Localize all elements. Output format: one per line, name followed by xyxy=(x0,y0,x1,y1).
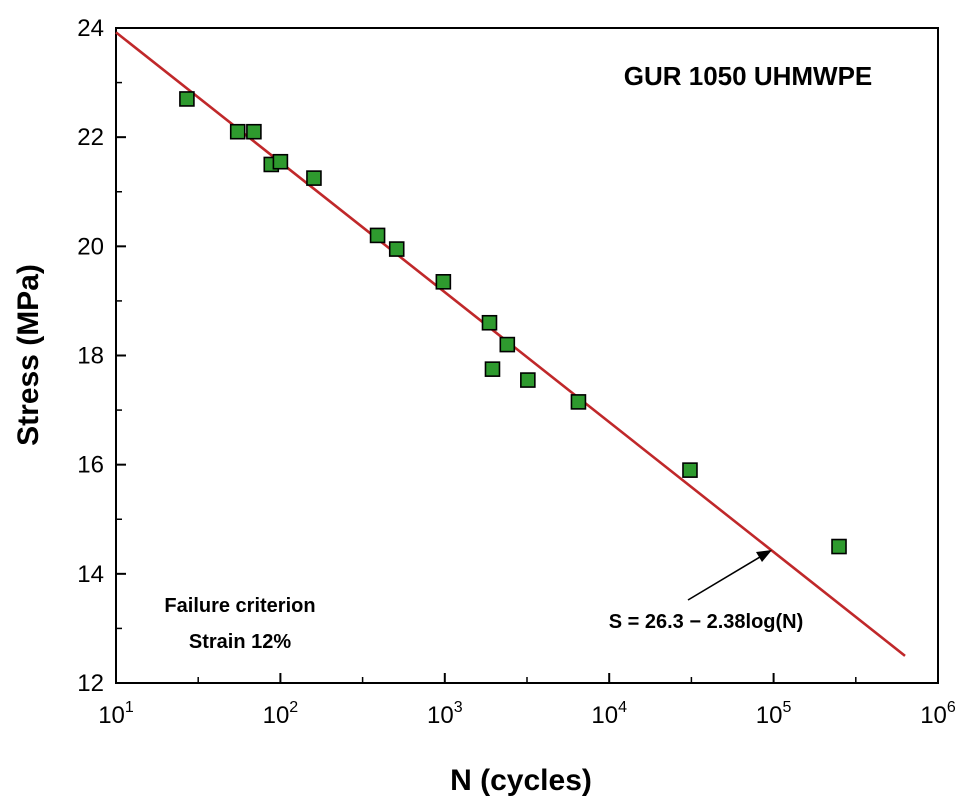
x-tick-label: 102 xyxy=(263,699,299,729)
data-points xyxy=(179,91,847,555)
data-point xyxy=(369,227,386,244)
x-tick-label: 101 xyxy=(98,699,134,729)
data-point xyxy=(499,336,516,353)
equation-arrow-head xyxy=(756,550,772,562)
y-tick-label: 20 xyxy=(77,233,104,260)
data-point xyxy=(831,538,847,555)
x-tick-label: 105 xyxy=(756,699,792,729)
y-tick-label: 16 xyxy=(77,452,104,479)
data-point xyxy=(179,91,195,107)
data-point xyxy=(570,394,587,410)
failure-criterion-label: Failure criterion xyxy=(164,595,315,617)
equation-label: S = 26.3 − 2.38log(N) xyxy=(609,611,804,633)
chart-title: GUR 1050 UHMWPE xyxy=(624,61,873,91)
ticks: 101 102 103 104 105 106 12 14 16 18 20 22 24 xyxy=(77,15,956,729)
y-tick-label: 14 xyxy=(77,561,104,588)
y-tick-label: 18 xyxy=(77,343,104,370)
data-point xyxy=(306,170,322,186)
x-tick-label: 103 xyxy=(427,699,463,729)
strain-label: Strain 12% xyxy=(189,631,291,653)
x-tick-label: 106 xyxy=(920,699,956,729)
data-point xyxy=(272,153,289,170)
y-axis-title: Stress (MPa) xyxy=(12,264,45,446)
data-point xyxy=(484,361,501,377)
data-point xyxy=(229,123,246,140)
data-point xyxy=(388,241,405,257)
data-point xyxy=(435,274,452,290)
data-point xyxy=(682,462,698,478)
y-tick-label: 24 xyxy=(77,15,104,42)
x-tick-label: 104 xyxy=(591,699,627,729)
equation-arrow-line xyxy=(687,553,766,601)
y-tick-label: 22 xyxy=(77,124,104,151)
data-point xyxy=(481,314,498,331)
data-point xyxy=(520,372,536,388)
y-tick-label: 12 xyxy=(77,670,104,697)
x-axis-title: N (cycles) xyxy=(450,764,592,797)
data-point xyxy=(246,123,262,140)
